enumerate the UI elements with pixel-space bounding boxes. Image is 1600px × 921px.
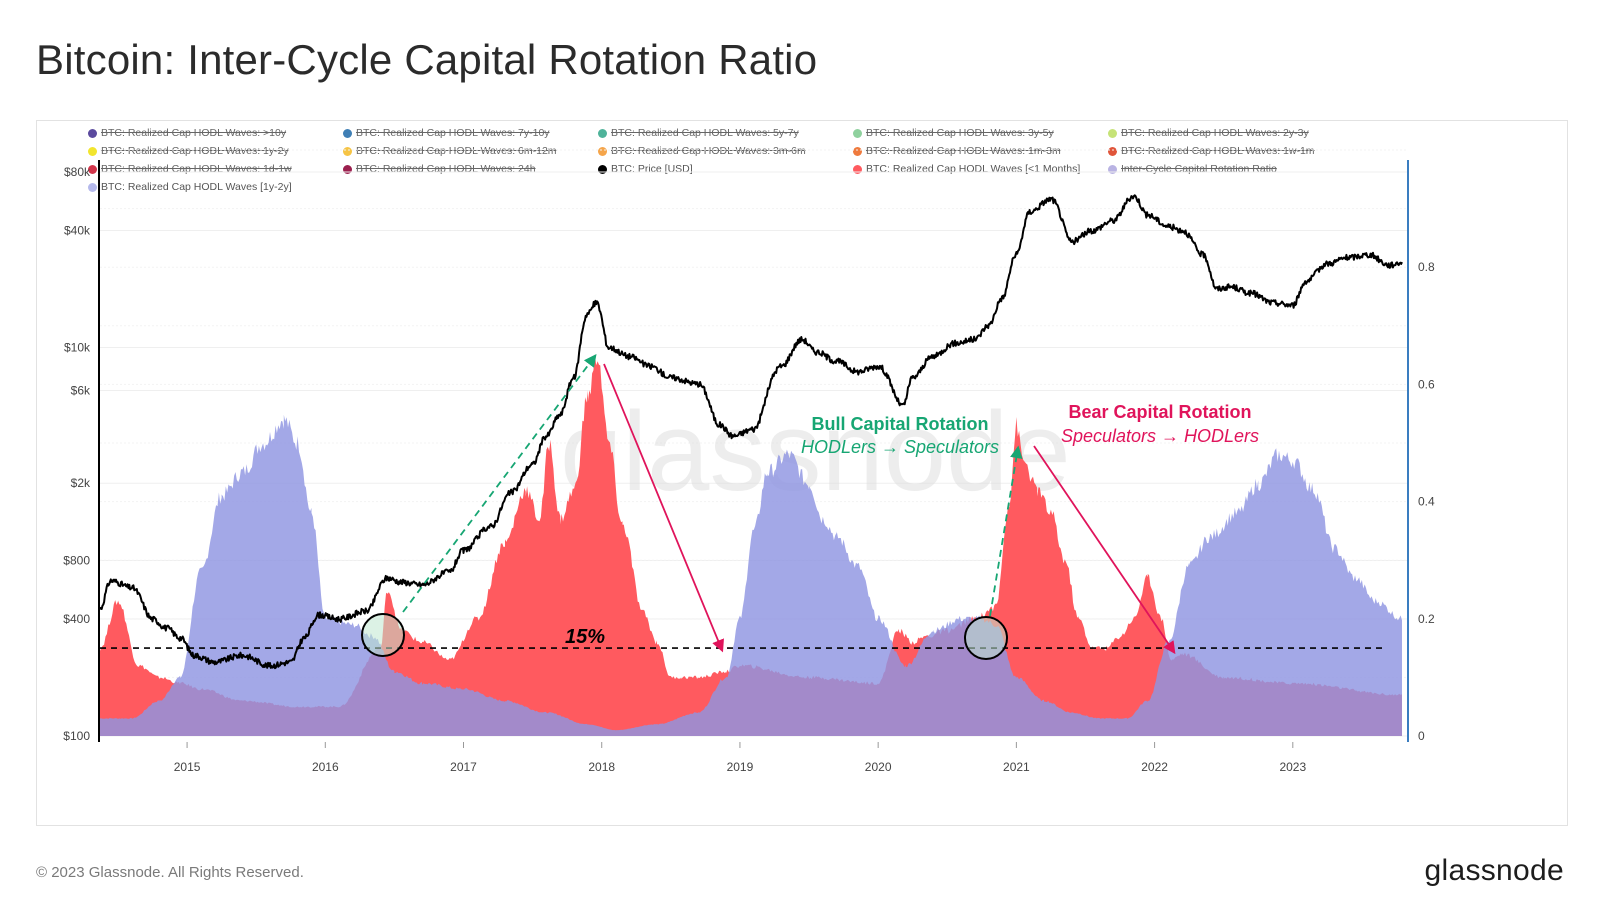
right-axis-tick-label: 0.2	[1418, 612, 1435, 626]
legend-color-dot	[88, 128, 97, 138]
bear-arrow-2018	[603, 363, 724, 653]
right-axis-tick-label: 0.8	[1418, 260, 1435, 274]
legend-item[interactable]: BTC: Realized Cap HODL Waves: 1y-2y	[88, 145, 289, 157]
legend-item[interactable]: BTC: Realized Cap HODL Waves: 1w-1m	[1108, 145, 1315, 157]
page-title: Bitcoin: Inter-Cycle Capital Rotation Ra…	[36, 36, 818, 83]
legend-label: BTC: Realized Cap HODL Waves: 3m-6m	[611, 145, 806, 157]
axes: $100 $400 $800 $2k $6k $10k $40k $80k 0 0.2 0.4 0.6…	[63, 160, 1435, 774]
x-axis-tick-label: 2017	[450, 760, 477, 774]
bull-arrow-2021	[989, 445, 1023, 617]
legend-label: BTC: Realized Cap HODL Waves: 1w-1m	[1121, 145, 1315, 157]
area-series	[100, 354, 1402, 736]
x-axis-tick-label: 2021	[1003, 760, 1030, 774]
legend-color-dot	[343, 128, 352, 138]
bull-rotation-title: Bull Capital Rotation	[812, 414, 989, 434]
legend-color-dot	[853, 146, 862, 156]
bull-arrow-2017	[402, 353, 597, 613]
right-axis-tick-label: 0.6	[1418, 377, 1435, 391]
cycle-marker-2016	[361, 613, 405, 657]
bear-rotation-title: Bear Capital Rotation	[1068, 402, 1251, 422]
legend-color-dot	[598, 164, 607, 174]
legend-color-dot	[598, 128, 607, 138]
left-axis-tick-label: $100	[63, 729, 90, 743]
x-axis-tick-label: 2019	[727, 760, 754, 774]
legend-item[interactable]: BTC: Realized Cap HODL Waves: 1m-3m	[853, 145, 1061, 157]
legend-color-dot	[343, 146, 352, 156]
watermark: glassnode	[560, 389, 1071, 514]
left-axis-tick-label: $2k	[71, 476, 91, 490]
legend-item[interactable]: BTC: Realized Cap HODL Waves: 3y-5y	[853, 127, 1054, 139]
legend-color-dot	[598, 146, 607, 156]
legend-item[interactable]: BTC: Realized Cap HODL Waves: 7y-10y	[343, 127, 550, 139]
annotations: 15% Bull Capital Rotation HODLers → Specul…	[100, 353, 1383, 660]
legend-item[interactable]: BTC: Realized Cap HODL Waves: 5y-7y	[598, 127, 799, 139]
legend-color-dot	[1108, 146, 1117, 156]
legend-label: BTC: Realized Cap HODL Waves: 2y-3y	[1121, 127, 1309, 139]
x-axis-tick-label: 2023	[1279, 760, 1306, 774]
area-lt-1-month	[100, 354, 1402, 736]
legend-color-dot	[343, 164, 352, 174]
legend-color-dot	[853, 128, 862, 138]
legend-label: BTC: Realized Cap HODL Waves: 6m-12m	[356, 145, 557, 157]
bull-rotation-subtitle: HODLers → Speculators	[801, 437, 999, 457]
legend-color-dot	[1108, 128, 1117, 138]
x-axis-tick-label: 2015	[174, 760, 201, 774]
bear-arrow-2022	[1033, 445, 1176, 655]
left-axis-tick-label: $10k	[64, 340, 91, 354]
legend-color-dot	[88, 182, 97, 192]
left-axis-tick-label: $40k	[64, 223, 91, 237]
x-axis-tick-label: 2016	[312, 760, 339, 774]
area-1y-2y	[100, 414, 1402, 736]
legend-item[interactable]: BTC: Realized Cap HODL Waves: 2y-3y	[1108, 127, 1309, 139]
right-axis-tick-label: 0.4	[1418, 495, 1435, 509]
legend-color-dot	[1108, 164, 1117, 174]
legend-color-dot	[88, 164, 97, 174]
legend-label: BTC: Realized Cap HODL Waves [1y-2y]	[101, 181, 292, 193]
legend-color-dot	[853, 164, 862, 174]
cycle-marker-2020	[964, 616, 1008, 660]
legend-label: BTC: Realized Cap HODL Waves: 1y-2y	[101, 145, 289, 157]
legend-label: BTC: Realized Cap HODL Waves: >10y	[101, 127, 287, 139]
bear-rotation-subtitle: Speculators → HODLers	[1061, 426, 1259, 446]
right-axis-tick-label: 0	[1418, 729, 1425, 743]
price-series	[99, 194, 1403, 670]
glassnode-logo[interactable]: glassnode	[1424, 854, 1564, 887]
legend-label: BTC: Realized Cap HODL Waves: 1m-3m	[866, 145, 1061, 157]
threshold-label: 15%	[565, 626, 605, 648]
copyright-footer: © 2023 Glassnode. All Rights Reserved.	[36, 864, 304, 881]
legend-item[interactable]: BTC: Realized Cap HODL Waves: >10y	[88, 127, 286, 139]
left-axis-tick-label: $6k	[71, 384, 91, 398]
left-axis-tick-label: $80k	[64, 165, 91, 179]
legend-color-dot	[88, 146, 97, 156]
legend-item[interactable]: BTC: Realized Cap HODL Waves [1y-2y]	[88, 181, 292, 193]
x-axis-tick-label: 2020	[865, 760, 892, 774]
x-axis-tick-label: 2022	[1141, 760, 1168, 774]
legend-item[interactable]: BTC: Realized Cap HODL Waves: 3m-6m	[598, 145, 806, 157]
price-line	[99, 194, 1403, 670]
left-axis-tick-label: $800	[63, 554, 90, 568]
left-axis-tick-label: $400	[63, 612, 90, 626]
legend-item[interactable]: BTC: Realized Cap HODL Waves: 6m-12m	[343, 145, 557, 157]
legend-label: BTC: Realized Cap HODL Waves: 3y-5y	[866, 127, 1054, 139]
x-axis-tick-label: 2018	[588, 760, 615, 774]
legend-label: BTC: Realized Cap HODL Waves: 5y-7y	[611, 127, 799, 139]
legend-label: BTC: Realized Cap HODL Waves: 7y-10y	[356, 127, 550, 139]
